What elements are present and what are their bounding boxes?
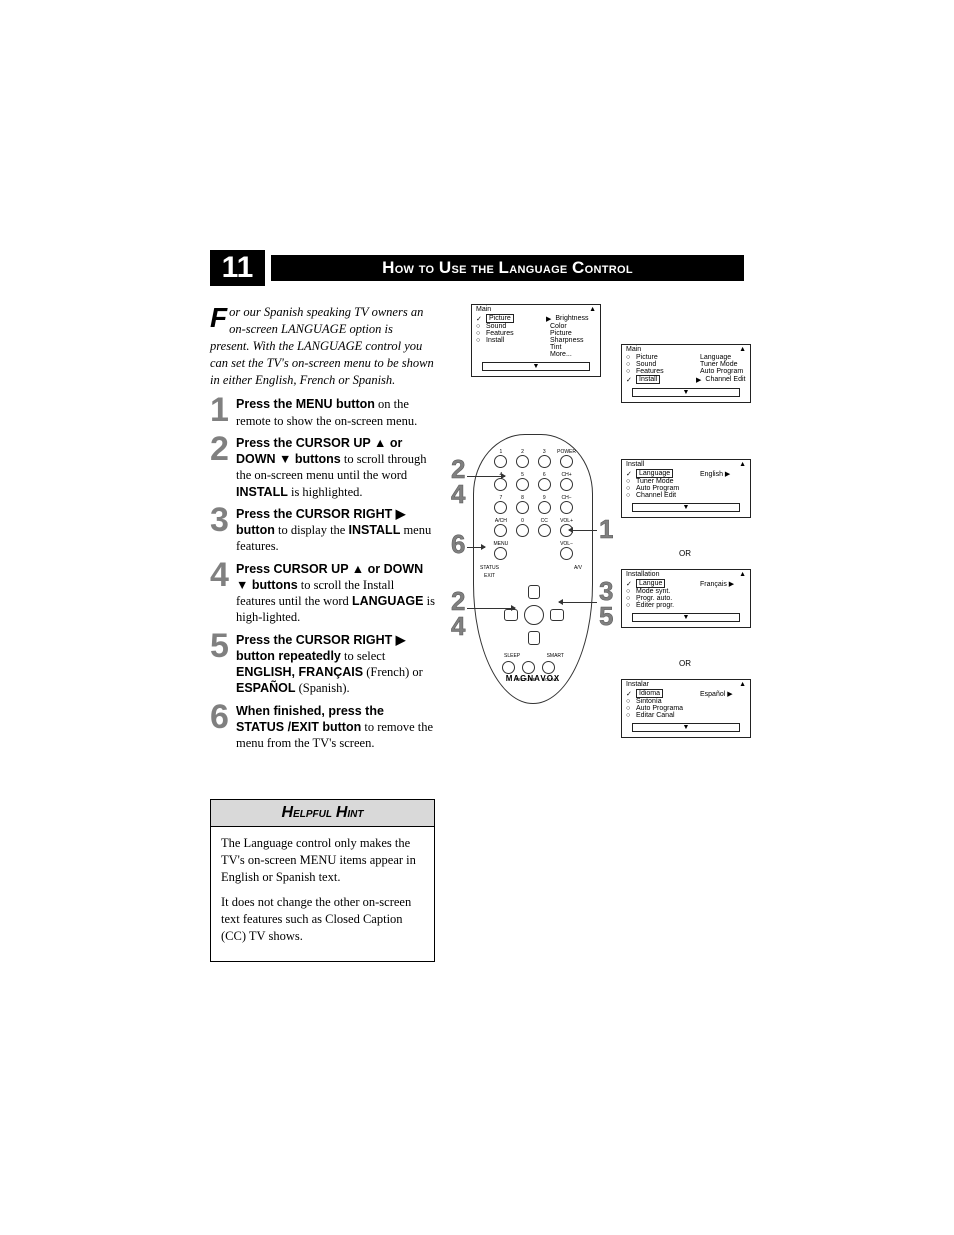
picture-button-icon	[522, 661, 535, 674]
callout-4b: 4	[451, 611, 465, 642]
smart-label: SMART	[547, 653, 564, 659]
remote-key: CH−	[557, 495, 576, 514]
hint-paragraph: The Language control only makes the TV's…	[221, 835, 424, 886]
remote-key: 1	[492, 449, 510, 468]
osd-row: More...	[472, 351, 600, 358]
remote-key: VOL−	[557, 541, 576, 560]
step-1: 1 Press the MENU button on the remote to…	[210, 396, 435, 429]
callout-5: 5	[599, 601, 613, 632]
sleep-button-icon	[502, 661, 515, 674]
step-number: 5	[210, 632, 236, 697]
content-columns: For our Spanish speaking TV owners an on…	[210, 304, 744, 962]
step-6: 6 When finished, press the STATUS /EXIT …	[210, 703, 435, 752]
instructions-column: For our Spanish speaking TV owners an on…	[210, 304, 435, 962]
av-label: A/V	[574, 565, 582, 571]
remote-key: 2	[514, 449, 532, 468]
intro-dropcap: F	[210, 306, 227, 330]
hint-paragraph: It does not change the other on-screen t…	[221, 894, 424, 945]
osd-row: ○Editar Canal	[622, 712, 750, 719]
osd-row: ○InstallSharpness	[472, 337, 600, 344]
step-text: Press the CURSOR UP ▲ or DOWN ▼ buttons …	[236, 435, 435, 500]
step-number: 2	[210, 435, 236, 500]
intro-paragraph: For our Spanish speaking TV owners an on…	[210, 304, 435, 388]
remote-key: A/CH	[492, 518, 510, 537]
osd-row: ○Auto Programa	[622, 705, 750, 712]
step-text: Press the MENU button on the remote to s…	[236, 396, 435, 429]
osd-install-french: Installation▲ ✓LangueFrançais ▶○Mode syn…	[621, 569, 751, 628]
intro-text: or our Spanish speaking TV owners an on-…	[210, 305, 434, 387]
remote-key: MENU	[492, 541, 510, 560]
osd-row: ○FeaturesAuto Program	[622, 368, 750, 375]
step-number: 1	[210, 396, 236, 429]
remote-key: 7	[492, 495, 510, 514]
osd-row: ○FeaturesPicture	[472, 330, 600, 337]
osd-row: ○SoundTuner Mode	[622, 361, 750, 368]
osd-install-spanish: Instalar▲ ✓IdiomaEspañol ▶○Sintonía○Auto…	[621, 679, 751, 738]
osd-main-picture: Main▲ ✓Picture▶Brightness○SoundColor○Fea…	[471, 304, 601, 377]
remote-key: 5	[514, 472, 532, 491]
osd-install-english: Install▲ ✓LanguageEnglish ▶○Tuner Mode○A…	[621, 459, 751, 518]
remote-key: 9	[535, 495, 553, 514]
osd-row: ✓Install▶Channel Edit	[622, 375, 750, 384]
step-text: Press the CURSOR RIGHT ▶ button to displ…	[236, 506, 435, 555]
or-label: OR	[679, 659, 691, 668]
sleep-label: SLEEP	[504, 653, 520, 659]
header: 11 How to Use the Language Control	[210, 250, 744, 286]
remote-key: VOL+	[557, 518, 576, 537]
step-number: 4	[210, 561, 236, 626]
sound-button-icon	[542, 661, 555, 674]
osd-row: ✓LanguageEnglish ▶	[622, 469, 750, 478]
callout-1: 1	[599, 514, 613, 545]
step-number: 6	[210, 703, 236, 752]
step-5: 5 Press the CURSOR RIGHT ▶ button repeat…	[210, 632, 435, 697]
exit-label: EXIT	[484, 573, 495, 579]
status-label: STATUS	[480, 565, 499, 571]
brand-label: MAGNAVOX	[474, 674, 592, 683]
remote-key	[535, 541, 553, 560]
osd-row: ✓IdiomaEspañol ▶	[622, 689, 750, 698]
hint-body: The Language control only makes the TV's…	[211, 827, 434, 960]
helpful-hint-box: Helpful Hint The Language control only m…	[210, 799, 435, 961]
osd-row: ○Channel Edit	[622, 492, 750, 499]
osd-row: ○Progr. auto.	[622, 595, 750, 602]
remote-key: 3	[535, 449, 553, 468]
hint-title: Helpful Hint	[211, 800, 434, 827]
dpad	[504, 585, 564, 645]
osd-row: ○SoundColor	[472, 323, 600, 330]
step-text: When finished, press the STATUS /EXIT bu…	[236, 703, 435, 752]
remote-key: POWER	[557, 449, 576, 468]
page-number-box: 11	[210, 250, 265, 286]
osd-row: Tint	[472, 344, 600, 351]
remote-control-illustration: 123POWER456CH+789CH−A/CH0CCVOL+MENUVOL− …	[473, 434, 593, 704]
remote-key: CC	[535, 518, 553, 537]
osd-row: ✓LangueFrançais ▶	[622, 579, 750, 588]
osd-row: ○Éditer progr.	[622, 602, 750, 609]
diagram-column: Main▲ ✓Picture▶Brightness○SoundColor○Fea…	[457, 304, 757, 962]
remote-key	[514, 541, 532, 560]
step-number: 3	[210, 506, 236, 555]
page-title-bar: How to Use the Language Control	[271, 255, 744, 281]
callout-4: 4	[451, 479, 465, 510]
step-2: 2 Press the CURSOR UP ▲ or DOWN ▼ button…	[210, 435, 435, 500]
osd-row: ○Mode synt.	[622, 588, 750, 595]
manual-page: 11 How to Use the Language Control For o…	[0, 0, 954, 1235]
callout-6: 6	[451, 529, 465, 560]
remote-key: 0	[514, 518, 532, 537]
step-4: 4 Press CURSOR UP ▲ or DOWN ▼ buttons to…	[210, 561, 435, 626]
diagram: Main▲ ✓Picture▶Brightness○SoundColor○Fea…	[457, 304, 757, 834]
osd-main-install: Main▲ ○PictureLanguage○SoundTuner Mode○F…	[621, 344, 751, 403]
osd-row: ○Sintonía	[622, 698, 750, 705]
remote-key: 8	[514, 495, 532, 514]
step-text: Press CURSOR UP ▲ or DOWN ▼ buttons to s…	[236, 561, 435, 626]
step-text: Press the CURSOR RIGHT ▶ button repeated…	[236, 632, 435, 697]
osd-row: ○Tuner Mode	[622, 478, 750, 485]
remote-key: CH+	[557, 472, 576, 491]
page-title: How to Use the Language Control	[382, 258, 633, 278]
remote-key: 6	[535, 472, 553, 491]
step-3: 3 Press the CURSOR RIGHT ▶ button to dis…	[210, 506, 435, 555]
osd-row: ✓Picture▶Brightness	[472, 314, 600, 323]
osd-row: ○PictureLanguage	[622, 354, 750, 361]
osd-row: ○Auto Program	[622, 485, 750, 492]
or-label: OR	[679, 549, 691, 558]
